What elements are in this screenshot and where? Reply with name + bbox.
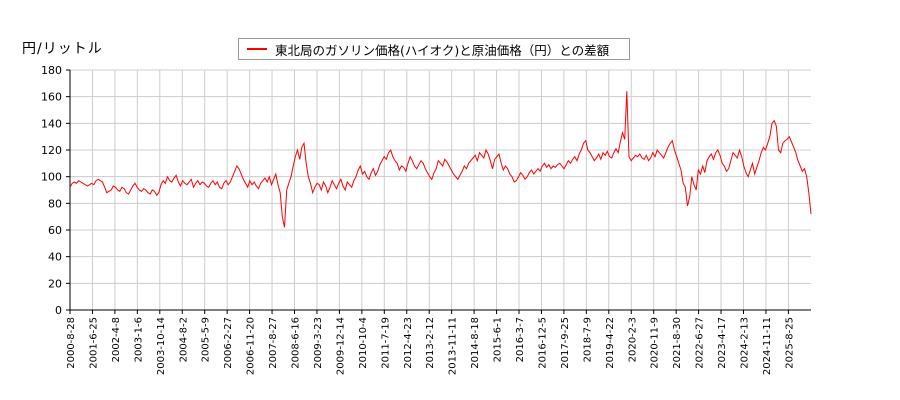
- x-axis: 2000-8-28 2001-6-25 2002-4-8 2003-1-6 2003-1…: [66, 309, 811, 375]
- legend: 東北局のガソリン価格(ハイオク)と原油価格（円）との差額: [238, 38, 630, 60]
- x-tick-label: 2001-6-25: [88, 317, 99, 369]
- y-tick-label: 100: [41, 171, 62, 184]
- y-tick-label: 80: [48, 197, 62, 210]
- x-tick-label: 2014-8-18: [470, 317, 481, 369]
- x-tick-label: 2015-6-1: [493, 317, 504, 362]
- x-tick-label: 2012-4-23: [403, 317, 414, 369]
- x-tick-label: 2006-11-20: [246, 317, 257, 375]
- x-tick-label: 2020-2-3: [627, 317, 638, 362]
- x-tick-label: 2018-7-9: [582, 317, 593, 362]
- x-tick-label: 2016-12-5: [537, 317, 548, 369]
- x-tick-label: 2023-4-17: [717, 317, 728, 369]
- x-tick-label: 2009-3-23: [313, 317, 324, 369]
- x-tick-label: 2010-10-4: [358, 317, 369, 369]
- y-tick-label: 120: [41, 144, 62, 157]
- x-tick-label: 2016-3-7: [515, 317, 526, 362]
- x-tick-label: 2013-2-12: [425, 317, 436, 369]
- x-tick-label: 2008-6-16: [291, 317, 302, 369]
- x-tick-label: 2024-2-13: [740, 317, 751, 369]
- y-tick-label: 60: [48, 224, 62, 237]
- y-tick-label: 160: [41, 91, 62, 104]
- y-axis-unit-label: 円/リットル: [22, 41, 103, 57]
- x-tick-label: 2003-10-14: [156, 317, 167, 375]
- x-tick-label: 2009-12-14: [335, 317, 346, 375]
- x-tick-label: 2019-4-22: [605, 317, 616, 369]
- x-tick-label: 2000-8-28: [66, 317, 77, 369]
- x-tick-label: 2005-5-9: [201, 317, 212, 362]
- x-tick-label: 2011-7-19: [380, 317, 391, 369]
- x-tick-label: 2007-8-27: [268, 317, 279, 369]
- x-tick-label: 2006-2-27: [223, 317, 234, 369]
- gridlines: [69, 69, 811, 310]
- x-tick-label: 2002-4-8: [111, 317, 122, 362]
- x-tick-label: 2025-8-25: [784, 317, 795, 369]
- y-tick-label: 40: [48, 251, 62, 264]
- x-tick-label: 2003-1-6: [133, 317, 144, 362]
- x-tick-label: 2020-11-9: [650, 317, 661, 369]
- legend-series-label: 東北局のガソリン価格(ハイオク)と原油価格（円）との差額: [275, 42, 610, 58]
- x-tick-label: 2004-8-2: [178, 317, 189, 362]
- x-tick-label: 2017-9-25: [560, 317, 571, 369]
- x-tick-label: 2013-11-11: [448, 317, 459, 375]
- x-tick-label: 2021-8-30: [672, 317, 683, 369]
- y-tick-label: 20: [48, 277, 62, 290]
- x-tick-label: 2022-6-27: [695, 317, 706, 369]
- series-line: [69, 91, 812, 228]
- x-tick-label: 2024-11-11: [762, 317, 773, 375]
- y-tick-label: 0: [55, 304, 62, 317]
- y-tick-label: 140: [41, 117, 62, 130]
- y-tick-label: 180: [41, 64, 62, 77]
- y-axis: 0 20 40 60 80 100 120 140 160 180: [41, 64, 71, 317]
- legend-series-swatch: [247, 48, 267, 50]
